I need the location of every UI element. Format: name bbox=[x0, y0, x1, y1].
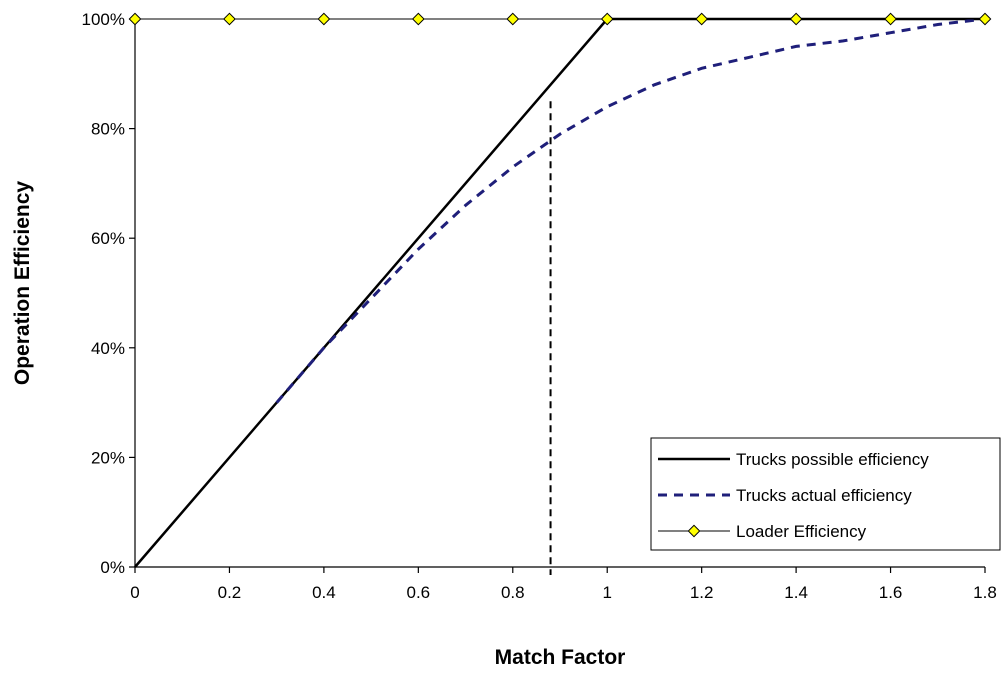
x-axis-title: Match Factor bbox=[495, 646, 626, 669]
x-tick-label: 0.8 bbox=[501, 583, 525, 602]
legend-label-possible: Trucks possible efficiency bbox=[736, 450, 929, 469]
x-tick-label: 1.2 bbox=[690, 583, 714, 602]
y-axis-title: Operation Efficiency bbox=[11, 181, 34, 386]
y-tick-label: 60% bbox=[91, 229, 125, 248]
legend-label-actual: Trucks actual efficiency bbox=[736, 486, 912, 505]
legend: Trucks possible efficiency Trucks actual… bbox=[650, 437, 1001, 551]
y-tick-label: 80% bbox=[91, 120, 125, 139]
loader-efficiency-point bbox=[506, 12, 520, 26]
x-ticks: 0 0.2 0.4 0.6 0.8 1 1.2 1.4 1.6 1.8 bbox=[130, 567, 997, 602]
x-tick-label: 0.4 bbox=[312, 583, 336, 602]
loader-efficiency-point bbox=[600, 12, 614, 26]
loader-efficiency-point bbox=[978, 12, 992, 26]
x-tick-label: 1.4 bbox=[784, 583, 808, 602]
x-tick-label: 0 bbox=[130, 583, 139, 602]
series-line-trucks-actual-efficiency bbox=[275, 17, 986, 404]
y-tick-label: 0% bbox=[100, 558, 125, 577]
x-tick-label: 0.6 bbox=[407, 583, 431, 602]
legend-label-loader: Loader Efficiency bbox=[736, 522, 867, 541]
loader-efficiency-point bbox=[317, 12, 331, 26]
loader-efficiency-point bbox=[695, 12, 709, 26]
x-tick-label: 1 bbox=[602, 583, 611, 602]
y-tick-label: 100% bbox=[82, 10, 125, 29]
x-tick-label: 1.8 bbox=[973, 583, 997, 602]
legend-marker-loader bbox=[687, 524, 701, 538]
y-tick-label: 20% bbox=[91, 448, 125, 467]
x-tick-label: 1.6 bbox=[879, 583, 903, 602]
loader-efficiency-point bbox=[789, 12, 803, 26]
loader-efficiency-point bbox=[411, 12, 425, 26]
loader-efficiency-point bbox=[223, 12, 236, 26]
y-tick-label: 40% bbox=[91, 339, 125, 358]
series-layer bbox=[128, 12, 992, 568]
x-tick-label: 0.2 bbox=[218, 583, 242, 602]
loader-efficiency-point bbox=[128, 12, 142, 26]
loader-efficiency-point bbox=[884, 12, 897, 26]
y-ticks: 0% 20% 40% 60% 80% 100% bbox=[82, 10, 135, 577]
